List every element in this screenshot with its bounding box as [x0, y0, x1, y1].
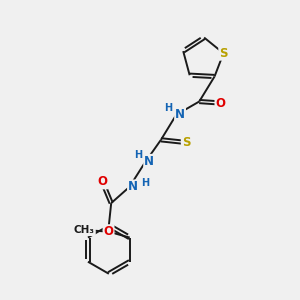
Text: O: O: [215, 97, 225, 110]
Text: N: N: [128, 180, 138, 194]
Text: N: N: [175, 108, 185, 121]
Text: O: O: [98, 176, 107, 188]
Text: CH₃: CH₃: [74, 225, 95, 235]
Text: H: H: [164, 103, 172, 113]
Text: H: H: [142, 178, 150, 188]
Text: H: H: [134, 149, 142, 160]
Text: S: S: [182, 136, 190, 149]
Text: O: O: [103, 225, 114, 238]
Text: N: N: [144, 155, 154, 168]
Text: S: S: [219, 47, 228, 60]
